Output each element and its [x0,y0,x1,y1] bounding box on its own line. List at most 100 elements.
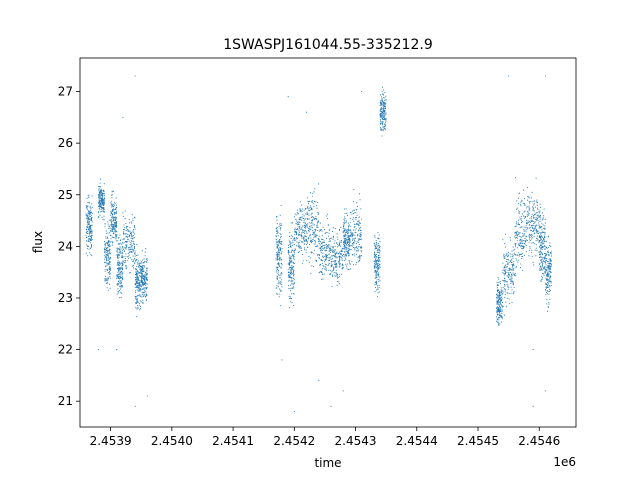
data-point [300,209,302,211]
data-point [99,178,102,180]
data-point [325,269,327,271]
data-point [539,251,541,253]
data-point [346,220,348,222]
data-point [332,227,334,229]
data-point [110,214,112,216]
data-point [322,268,324,270]
data-point [527,223,529,225]
data-point [280,234,282,236]
data-point [104,252,106,254]
data-point [347,235,349,237]
data-point [138,290,140,292]
data-point [329,273,331,275]
data-point [291,277,293,279]
data-point [541,269,543,271]
data-point [500,315,502,317]
data-point [382,115,385,117]
data-point [291,244,293,246]
data-point [515,237,517,239]
data-point [359,199,361,201]
data-point [128,254,130,256]
data-point [512,255,514,257]
data-point [509,268,511,271]
data-point [310,225,312,227]
data-point [307,223,309,225]
data-point [294,238,296,240]
data-point [279,249,282,251]
data-point [299,246,301,248]
data-point [119,274,121,276]
data-point [132,264,135,266]
data-point [344,236,346,238]
data-point [512,293,514,295]
data-point [381,124,383,126]
data-point [359,226,361,228]
data-point [98,189,100,191]
data-point [126,244,128,246]
data-point [548,253,550,255]
data-point [103,200,105,202]
data-point [351,213,353,215]
data-point [512,263,514,265]
data-point [119,268,121,270]
data-point [293,231,296,233]
data-point [121,250,123,252]
data-point [137,300,139,302]
chart-title: 1SWASPJ161044.55-335212.9 [223,37,432,53]
data-point [107,270,109,272]
data-point [336,233,338,235]
data-point [358,193,361,195]
data-point [519,253,521,255]
data-point [521,200,523,202]
data-point [343,240,345,242]
data-point [383,110,386,112]
data-point [543,242,545,244]
data-point [528,241,530,243]
data-point [288,295,290,297]
data-point [127,252,129,254]
data-point [350,245,352,247]
data-point [320,241,322,243]
data-point [376,243,378,245]
data-point [138,286,140,289]
data-point [129,241,131,243]
data-point [503,257,505,259]
data-point [297,252,299,254]
data-point [139,267,141,269]
data-point [542,227,544,229]
data-point [539,239,541,241]
data-point [105,237,107,239]
data-point [289,301,291,303]
data-point [516,266,518,268]
data-point [497,317,499,319]
data-point [121,278,123,280]
data-point [355,228,357,230]
data-point [528,227,530,229]
data-point [146,286,148,288]
data-point [546,274,548,276]
data-point [101,198,103,200]
data-point [109,272,112,274]
data-point [134,257,136,260]
data-point [334,249,336,251]
data-point [521,213,524,215]
data-point [131,222,133,224]
data-point [141,268,143,270]
data-point [539,236,541,238]
data-point [531,255,533,257]
data-point [344,253,346,255]
data-point [115,212,117,214]
data-point [103,219,105,221]
data-point [381,99,383,101]
data-point [513,252,515,254]
data-point [296,220,298,222]
data-point [100,197,102,200]
data-point [507,275,509,277]
data-point [303,231,305,234]
data-point [521,247,523,249]
data-point [359,259,361,261]
data-point [537,201,539,203]
data-point [118,253,120,255]
data-point [139,305,141,308]
data-point [336,257,338,259]
